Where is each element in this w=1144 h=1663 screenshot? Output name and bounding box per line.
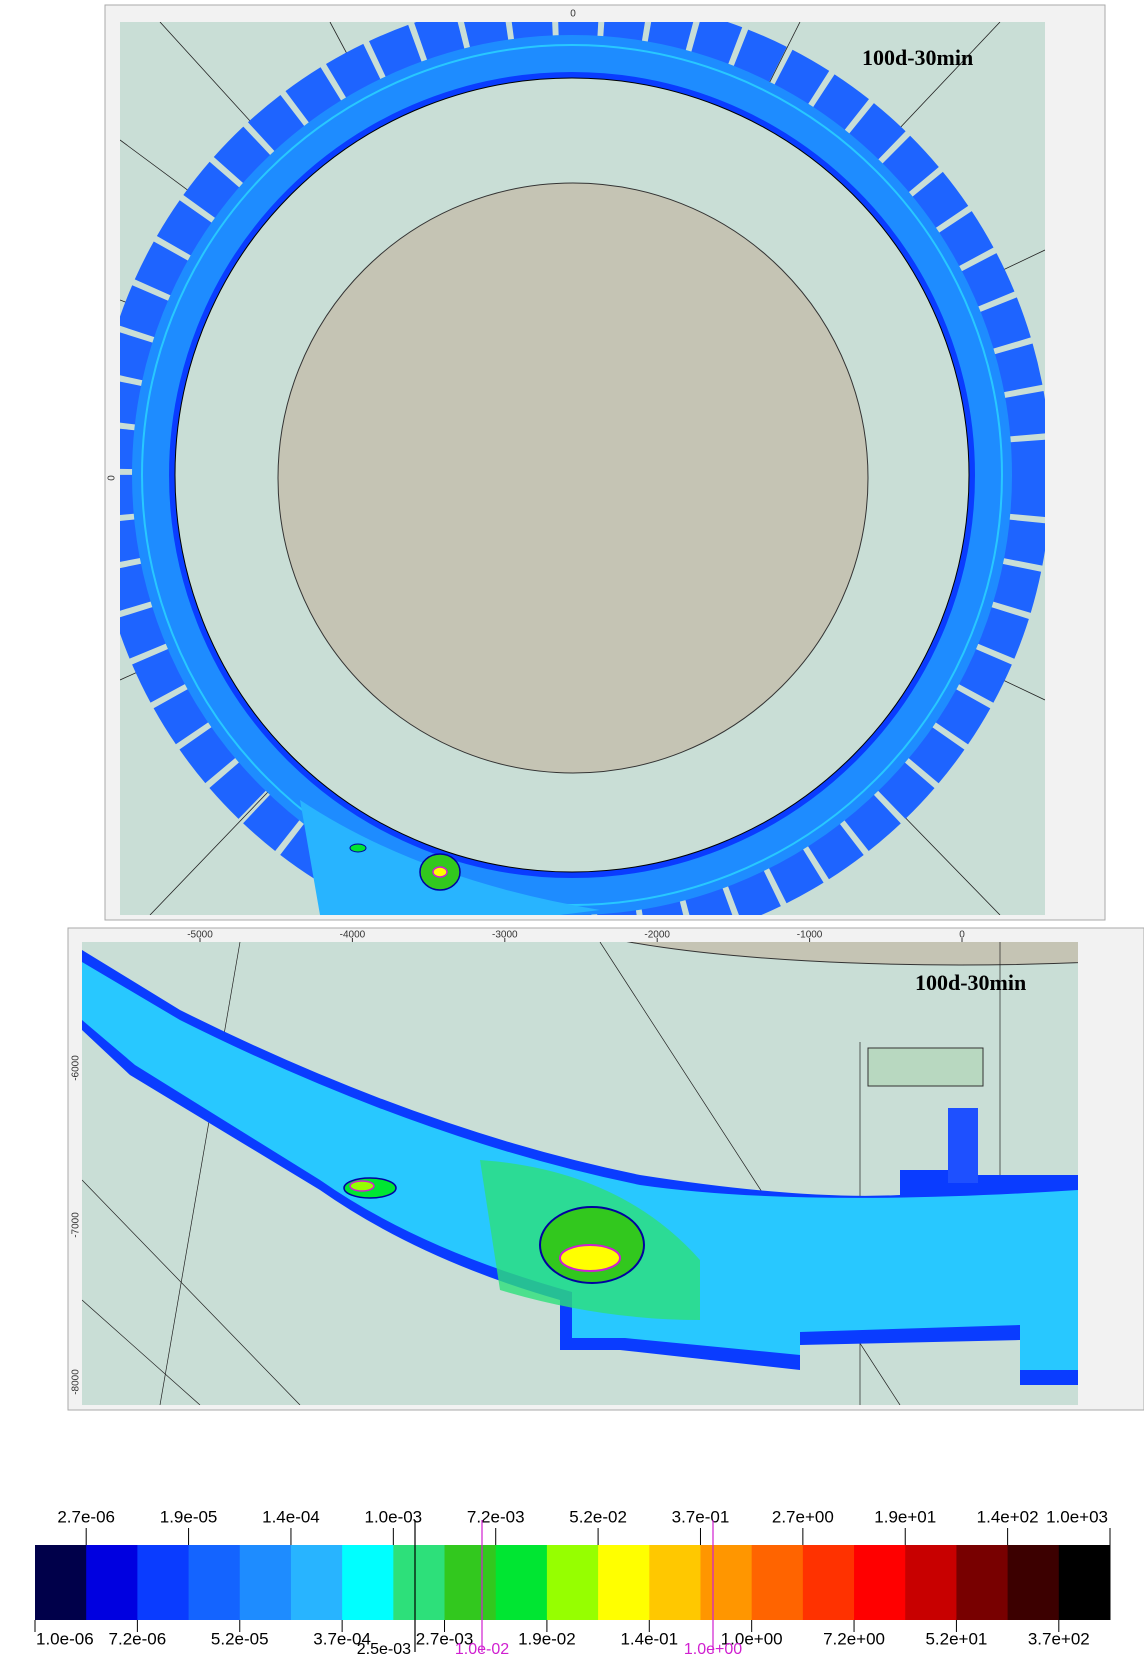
colorbar-label: 3.7e-04 xyxy=(313,1629,371,1648)
color-swatch xyxy=(342,1545,394,1620)
panel-view xyxy=(82,942,1078,1405)
x-tick-label: -4000 xyxy=(340,930,366,941)
color-swatch xyxy=(137,1545,190,1620)
colorbar-label: 1.0e+00 xyxy=(721,1629,783,1648)
color-swatch xyxy=(290,1545,343,1620)
colorbar-label: 1.0e-06 xyxy=(36,1629,94,1648)
colorbar-label: 2.7e+00 xyxy=(772,1507,834,1526)
y-tick-label: -7000 xyxy=(71,1212,82,1238)
color-swatch xyxy=(1007,1545,1060,1620)
panel-label: 100d-30min xyxy=(862,45,973,70)
colorbar-label: 1.0e+03 xyxy=(1046,1507,1108,1526)
colorbar-label: 1.4e-01 xyxy=(620,1629,678,1648)
color-swatch xyxy=(1058,1545,1111,1620)
color-swatch xyxy=(35,1545,87,1620)
y-tick-label: -8000 xyxy=(71,1369,82,1395)
color-swatch xyxy=(546,1545,599,1620)
contour-label: 1.0e-02 xyxy=(455,1641,509,1658)
color-swatch xyxy=(495,1545,548,1620)
color-swatch xyxy=(854,1545,906,1620)
panel-label: 100d-30min xyxy=(915,970,1026,995)
color-swatch xyxy=(598,1545,650,1620)
y-tick-label: -6000 xyxy=(71,1055,82,1081)
color-swatch xyxy=(393,1545,446,1620)
colorbar-label: 7.2e+00 xyxy=(823,1629,885,1648)
colorbar-label: 1.4e+02 xyxy=(977,1507,1039,1526)
contour-label: 2.5e-03 xyxy=(357,1641,411,1658)
colorbar-label: 5.2e+01 xyxy=(925,1629,987,1648)
color-swatch xyxy=(905,1545,957,1620)
colorbar-label: 7.2e-06 xyxy=(109,1629,167,1648)
x-tick-label: -2000 xyxy=(644,930,670,941)
colorbar-label: 2.7e-06 xyxy=(57,1507,115,1526)
y-tick-label: 0 xyxy=(107,475,118,481)
color-swatch xyxy=(444,1545,497,1620)
color-swatch xyxy=(751,1545,804,1620)
x-tick-label: -5000 xyxy=(187,930,213,941)
colorbar-label: 5.2e-02 xyxy=(569,1507,627,1526)
colorbar-label: 1.9e+01 xyxy=(874,1507,936,1526)
color-swatch xyxy=(86,1545,138,1620)
color-swatch xyxy=(188,1545,241,1620)
colorbar-label: 1.4e-04 xyxy=(262,1507,320,1526)
color-swatch xyxy=(956,1545,1009,1620)
colorbar-label: 5.2e-05 xyxy=(211,1629,269,1648)
contour-label: 1.0e+00 xyxy=(684,1641,742,1658)
colorbar-label: 3.7e+02 xyxy=(1028,1629,1090,1648)
colorbar-label: 3.7e-01 xyxy=(672,1507,730,1526)
x-tick-label: -1000 xyxy=(797,930,823,941)
color-swatch xyxy=(239,1545,292,1620)
colorbar-label: 7.2e-03 xyxy=(467,1507,525,1526)
x-tick-label: -3000 xyxy=(492,930,518,941)
colorbar-label: 1.0e-03 xyxy=(364,1507,422,1526)
colorbar-label: 2.7e-03 xyxy=(416,1629,474,1648)
x-tick-label: 0 xyxy=(959,930,965,941)
color-swatch xyxy=(802,1545,855,1620)
x-tick-label: 0 xyxy=(570,9,576,20)
colorbar-label: 1.9e-05 xyxy=(160,1507,218,1526)
colorbar-label: 1.9e-02 xyxy=(518,1629,576,1648)
panel-view xyxy=(120,22,1045,915)
color-swatch xyxy=(649,1545,701,1620)
color-swatch xyxy=(700,1545,753,1620)
